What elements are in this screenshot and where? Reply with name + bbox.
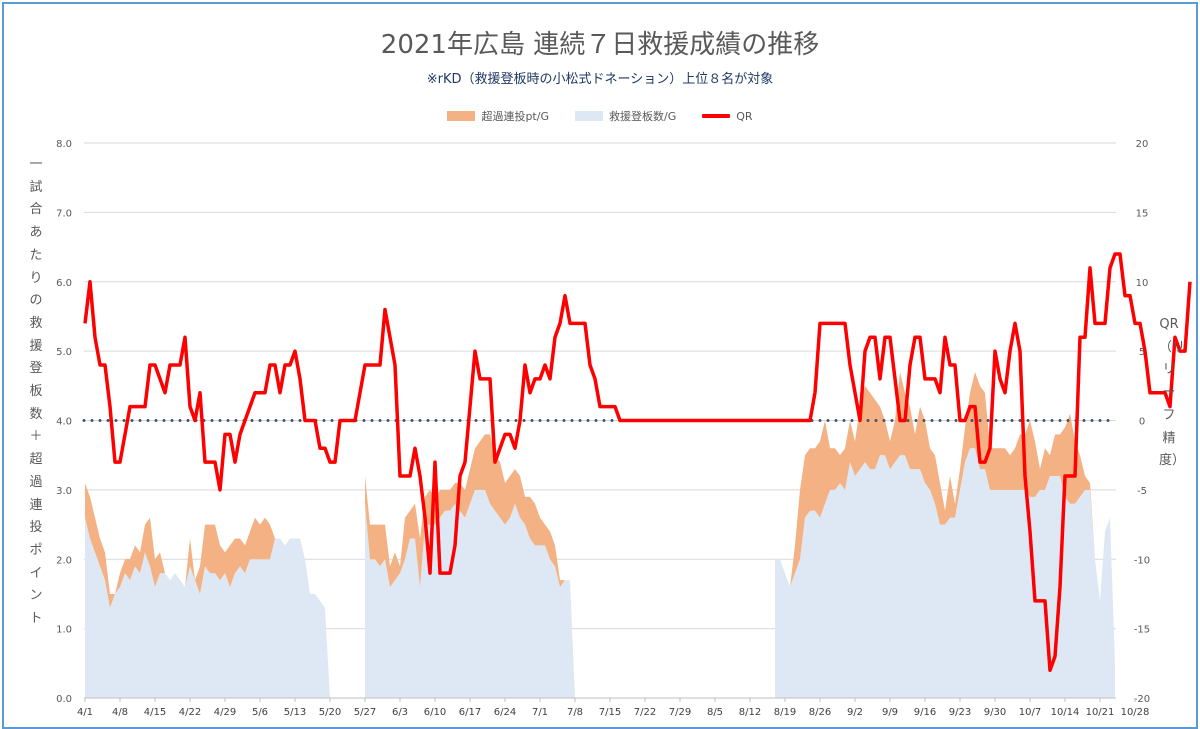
y-tick-right: -15 [1134, 625, 1150, 636]
x-tick-label: 9/2 [847, 707, 863, 718]
x-tick-label: 6/17 [459, 707, 481, 718]
x-tick-label: 7/1 [532, 707, 548, 718]
x-tick-label: 8/26 [809, 707, 831, 718]
x-tick-label: 7/15 [599, 707, 621, 718]
y-tick-right: 10 [1136, 278, 1149, 289]
series-qr-line [83, 252, 1192, 672]
x-tick-label: 9/30 [984, 707, 1006, 718]
x-tick-label: 6/3 [392, 707, 408, 718]
x-tick-label: 4/15 [144, 707, 166, 718]
x-tick-label: 9/16 [914, 707, 936, 718]
x-tick-label: 7/8 [567, 707, 583, 718]
x-tick-label: 8/5 [707, 707, 723, 718]
legend-label-relief: 救援登板数/G [608, 110, 677, 123]
series-excess-area [775, 371, 1115, 664]
legend-swatch-qr [702, 114, 731, 118]
y-axis-left-label: 一試合あたりの救援登板数＋超過連投ポイント [29, 157, 43, 627]
y-tick-right: 0 [1139, 417, 1145, 428]
x-tick-label: 5/13 [284, 707, 306, 718]
y-tick-right: -5 [1137, 486, 1147, 497]
y-tick-right: -10 [1134, 555, 1150, 566]
y-tick-left: 4.0 [56, 417, 72, 428]
legend-item-excess: 超過連投pt/G [447, 108, 549, 124]
x-tick-label: 5/20 [319, 707, 341, 718]
series-relief-area [775, 448, 1115, 698]
x-tick-label: 7/22 [634, 707, 656, 718]
x-tick-label: 9/9 [882, 707, 898, 718]
series-excess-area [365, 434, 575, 698]
legend-label-excess: 超過連投pt/G [481, 110, 549, 123]
x-tick-label: 10/21 [1086, 707, 1115, 718]
x-tick-label: 4/8 [112, 707, 128, 718]
legend-label-qr: QR [736, 109, 753, 123]
chart-title: 2021年広島 連続７日救援成績の推移 [380, 30, 820, 60]
legend: 超過連投pt/G 救援登板数/G QR [4, 108, 1196, 124]
series-relief-area [85, 517, 330, 698]
x-tick-label: 10/7 [1019, 707, 1041, 718]
x-tick-label: 4/1 [77, 707, 93, 718]
chart-subtitle: ※rKD（救援登板時の小松式ドネーション）上位８名が対象 [426, 72, 774, 87]
y-tick-right: -20 [1134, 694, 1150, 705]
legend-item-qr: QR [702, 109, 753, 123]
y-tick-left: 2.0 [56, 555, 72, 566]
x-tick-label: 8/19 [774, 707, 796, 718]
y-tick-left: 6.0 [56, 278, 72, 289]
x-tick-label: 4/29 [214, 707, 236, 718]
x-tick-label: 9/23 [949, 707, 971, 718]
series-excess-area [85, 482, 330, 698]
y-tick-right: 15 [1136, 208, 1149, 219]
chart-area: 0.0 1.0 2.0 3.0 4.0 5.0 6.0 7.0 8.0 -20 -15 -10 -5 0 5… [56, 139, 1192, 718]
y-tick-left: 8.0 [56, 139, 72, 150]
y-tick-left: 5.0 [56, 347, 72, 358]
legend-swatch-excess [447, 111, 476, 121]
x-tick-label: 7/29 [669, 707, 691, 718]
x-tick-label: 5/27 [354, 707, 376, 718]
x-tick-label: 10/14 [1051, 707, 1080, 718]
x-tick-label: 10/28 [1121, 707, 1150, 718]
series-relief-area [365, 489, 575, 698]
legend-swatch-relief [574, 111, 603, 121]
legend-item-relief: 救援登板数/G [574, 108, 677, 124]
y-tick-left: 7.0 [56, 208, 72, 219]
y-tick-right: 20 [1136, 139, 1149, 150]
y-axis-right-label: QR（リリーフ精度） [1159, 317, 1186, 469]
x-tick-label: 8/12 [739, 707, 761, 718]
x-tick-label: 4/22 [179, 707, 201, 718]
x-tick-label: 6/10 [424, 707, 446, 718]
y-tick-right: 5 [1139, 347, 1145, 358]
y-tick-left: 0.0 [56, 694, 72, 705]
x-tick-label: 6/24 [494, 707, 516, 718]
y-tick-left: 1.0 [56, 625, 72, 636]
y-tick-left: 3.0 [56, 486, 72, 497]
x-tick-label: 5/6 [252, 707, 268, 718]
